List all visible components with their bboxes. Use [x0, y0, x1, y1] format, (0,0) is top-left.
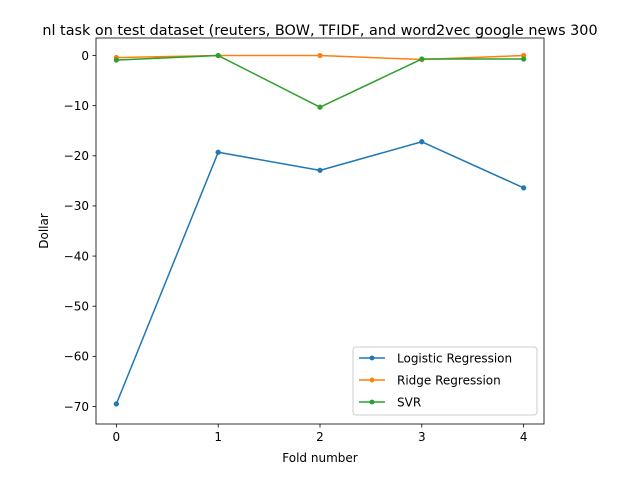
data-point	[113, 401, 120, 407]
y-tick-label: −60	[64, 350, 89, 364]
x-tick-label: 3	[418, 430, 426, 444]
legend-swatch-marker	[369, 377, 375, 383]
y-tick-label: −70	[64, 400, 89, 414]
x-tick-label: 1	[214, 430, 222, 444]
data-point	[520, 56, 527, 62]
data-point	[419, 56, 425, 62]
chart-title: nl task on test dataset (reuters, BOW, T…	[42, 23, 597, 39]
y-tick-label: −30	[64, 199, 89, 213]
y-tick-label: −40	[64, 249, 89, 263]
legend-swatch-marker	[369, 355, 375, 361]
legend-box	[352, 346, 538, 416]
legend-entry-label: SVR	[397, 395, 421, 409]
y-axis-label: Dollar	[37, 213, 51, 249]
data-point	[113, 57, 120, 63]
legend-swatch-marker	[369, 399, 375, 405]
legend-entry-label: Logistic Regression	[397, 351, 512, 365]
series-layer	[113, 52, 527, 407]
data-point	[215, 52, 221, 59]
data-point	[317, 167, 323, 173]
data-point	[317, 52, 323, 59]
y-tick-label: 0	[81, 49, 89, 63]
data-point	[317, 104, 323, 110]
y-axis: 0 −10 −20 −30 −40 −50 −60 −70	[64, 49, 96, 414]
data-point	[215, 149, 221, 155]
data-point	[419, 139, 425, 145]
data-point	[520, 185, 527, 191]
x-tick-label: 0	[113, 430, 121, 444]
x-axis: 0 1 2 3 4	[113, 424, 528, 444]
x-axis-label: Fold number	[282, 451, 357, 465]
y-tick-label: −50	[64, 299, 89, 313]
x-tick-label: 4	[520, 430, 528, 444]
y-tick-label: −10	[64, 99, 89, 113]
x-tick-label: 2	[316, 430, 324, 444]
legend: Logistic Regression Ridge Regression SVR	[352, 346, 538, 416]
legend-entry-label: Ridge Regression	[397, 373, 501, 387]
y-tick-label: −20	[64, 149, 89, 163]
